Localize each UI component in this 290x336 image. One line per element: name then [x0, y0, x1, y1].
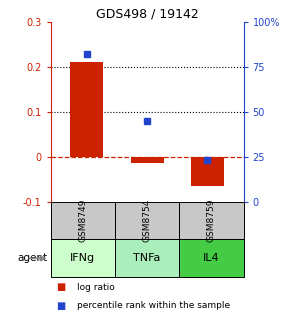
Bar [70, 62, 104, 157]
Bar [115, 239, 179, 277]
Bar [191, 157, 224, 186]
Text: ■: ■ [57, 282, 66, 292]
Text: TNFa: TNFa [133, 253, 161, 263]
Bar [130, 157, 164, 163]
Text: percentile rank within the sample: percentile rank within the sample [77, 301, 230, 310]
Text: IFNg: IFNg [70, 253, 95, 263]
Text: log ratio: log ratio [77, 283, 115, 292]
Text: GSM8759: GSM8759 [207, 199, 216, 242]
Bar [51, 239, 115, 277]
Text: GSM8754: GSM8754 [143, 199, 152, 242]
Bar [179, 239, 244, 277]
Text: ■: ■ [57, 301, 66, 311]
Title: GDS498 / 19142: GDS498 / 19142 [96, 8, 199, 21]
Bar [115, 202, 179, 239]
Text: IL4: IL4 [203, 253, 220, 263]
Bar [51, 202, 115, 239]
Bar [179, 202, 244, 239]
Text: GSM8749: GSM8749 [78, 199, 87, 242]
Text: agent: agent [17, 253, 48, 263]
